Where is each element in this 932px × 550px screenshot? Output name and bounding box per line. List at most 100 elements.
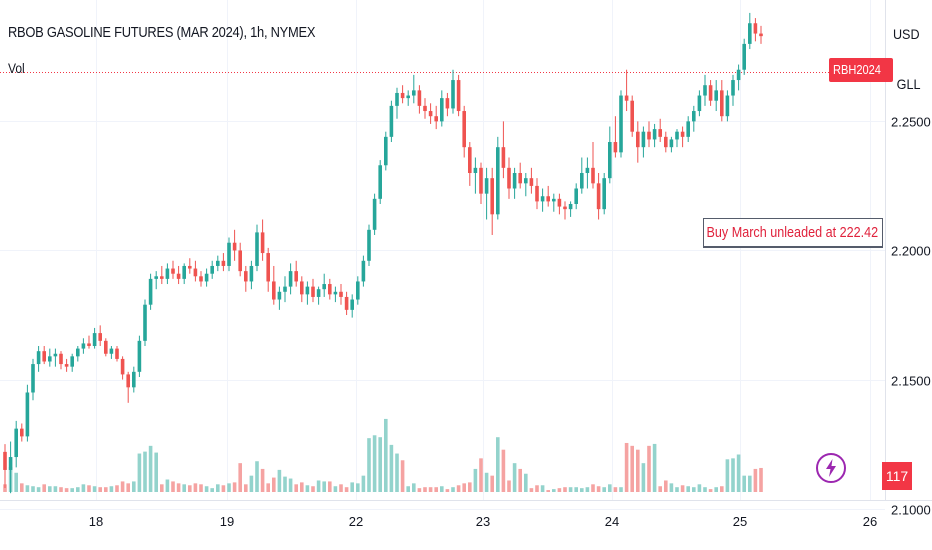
unit-label[interactable]: GLL <box>896 76 920 92</box>
volume-bar <box>479 458 483 492</box>
volume-bar <box>412 483 416 492</box>
volume-bar <box>132 481 136 492</box>
candle <box>619 90 623 158</box>
candle <box>132 366 136 393</box>
price-tick-label: 2.2000 <box>891 244 931 259</box>
candle <box>255 224 259 272</box>
candle <box>652 123 657 148</box>
volume-bar <box>400 460 405 492</box>
candle <box>675 129 679 148</box>
volume-bar <box>109 486 114 492</box>
volume-bar <box>272 477 276 492</box>
volume-bar <box>518 468 522 492</box>
candle <box>664 131 668 153</box>
volume-bar <box>322 481 326 492</box>
volume-bar <box>613 487 618 492</box>
volume-bar <box>697 484 702 492</box>
volume-bar <box>574 487 578 492</box>
candle <box>64 358 69 372</box>
volume-bar <box>490 475 494 492</box>
candle <box>53 348 58 367</box>
candle <box>563 201 567 220</box>
candle <box>647 121 651 148</box>
candle <box>501 121 506 179</box>
candle <box>580 157 584 194</box>
volume-bar <box>731 458 735 492</box>
volume-bar <box>759 467 763 492</box>
volume-bar <box>647 445 651 492</box>
volume-bars <box>3 418 763 492</box>
candle <box>753 18 758 42</box>
candle <box>406 90 410 106</box>
candle <box>272 265 276 305</box>
candle <box>692 105 696 132</box>
candle <box>193 260 198 282</box>
volume-bar <box>232 482 237 492</box>
volume-bar <box>115 485 119 492</box>
candle <box>445 92 450 117</box>
volume-bar <box>563 487 567 492</box>
time-tick-label: 19 <box>220 514 234 529</box>
price-tick-label: 2.2500 <box>891 115 931 130</box>
volume-bar <box>305 485 310 492</box>
candle <box>697 90 702 117</box>
candle <box>87 335 91 349</box>
candle <box>148 273 153 310</box>
candle <box>210 260 214 279</box>
volume-bar <box>227 483 231 492</box>
lightning-bolt-icon[interactable] <box>816 453 846 483</box>
volume-bar <box>3 484 7 492</box>
candle <box>249 260 254 290</box>
volume-bar <box>708 489 713 492</box>
volume-bar <box>680 485 685 492</box>
volume-bar <box>316 480 321 492</box>
volume-bar <box>20 483 24 492</box>
candle <box>48 348 52 367</box>
volume-bar <box>384 418 388 492</box>
order-annotation[interactable]: Buy March unleaded at 222.42 lim <box>703 218 883 248</box>
volume-bar <box>473 468 478 492</box>
currency-label[interactable]: USD <box>893 26 920 42</box>
candle <box>496 136 500 220</box>
volume-bar <box>266 483 270 492</box>
volume-bar <box>507 480 511 492</box>
candle <box>574 183 578 210</box>
candle <box>59 351 63 370</box>
candle <box>322 273 326 297</box>
volume-bar <box>244 484 248 492</box>
volume-bar <box>361 475 366 492</box>
volume-bar <box>367 438 371 492</box>
candle <box>227 237 231 272</box>
candle <box>109 346 114 359</box>
volume-bar <box>736 454 741 492</box>
volume-bar <box>484 472 489 492</box>
volume-bar <box>395 453 399 492</box>
candle <box>98 325 102 347</box>
volume-bar <box>249 475 254 492</box>
candle <box>115 346 119 362</box>
candle <box>199 271 203 287</box>
volume-bar <box>608 484 612 492</box>
candle <box>636 121 640 163</box>
candle <box>350 294 354 318</box>
candle <box>714 80 718 112</box>
candle <box>703 74 707 106</box>
volume-bar <box>48 486 52 492</box>
candle <box>204 268 209 287</box>
candle <box>686 116 690 143</box>
symbol-price-badge: RBH2024 <box>829 58 894 82</box>
volume-bar <box>389 444 394 492</box>
candle <box>540 188 545 212</box>
candle <box>546 185 550 207</box>
candle <box>484 167 489 220</box>
candle <box>602 173 606 215</box>
volume-bar <box>283 476 287 492</box>
candle <box>165 263 170 285</box>
volume-bar <box>664 480 668 492</box>
candle <box>529 167 534 194</box>
time-tick-label: 18 <box>89 514 103 529</box>
candle <box>395 87 399 119</box>
volume-bar <box>580 488 584 492</box>
volume-bar <box>36 487 41 492</box>
